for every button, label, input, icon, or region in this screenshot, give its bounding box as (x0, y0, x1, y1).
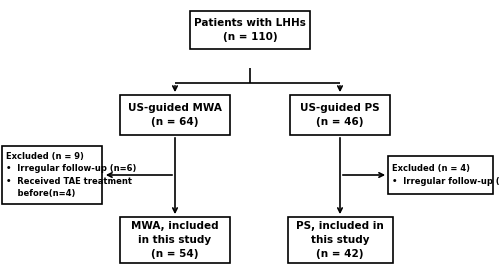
FancyBboxPatch shape (120, 95, 230, 135)
Text: Patients with LHHs
(n = 110): Patients with LHHs (n = 110) (194, 18, 306, 42)
FancyBboxPatch shape (2, 146, 102, 204)
FancyBboxPatch shape (290, 95, 390, 135)
Text: US-guided MWA
(n = 64): US-guided MWA (n = 64) (128, 103, 222, 127)
FancyBboxPatch shape (190, 11, 310, 49)
FancyBboxPatch shape (120, 217, 230, 263)
FancyBboxPatch shape (388, 156, 492, 194)
Text: PS, included in
this study
(n = 42): PS, included in this study (n = 42) (296, 221, 384, 259)
Text: MWA, included
in this study
(n = 54): MWA, included in this study (n = 54) (131, 221, 219, 259)
Text: Excluded (n = 4)
•  Irregular follow-up (n=4): Excluded (n = 4) • Irregular follow-up (… (392, 164, 500, 186)
Text: US-guided PS
(n = 46): US-guided PS (n = 46) (300, 103, 380, 127)
FancyBboxPatch shape (288, 217, 393, 263)
Text: Excluded (n = 9)
•  Irregular follow-up (n=6)
•  Received TAE treatment
    befo: Excluded (n = 9) • Irregular follow-up (… (6, 152, 136, 198)
